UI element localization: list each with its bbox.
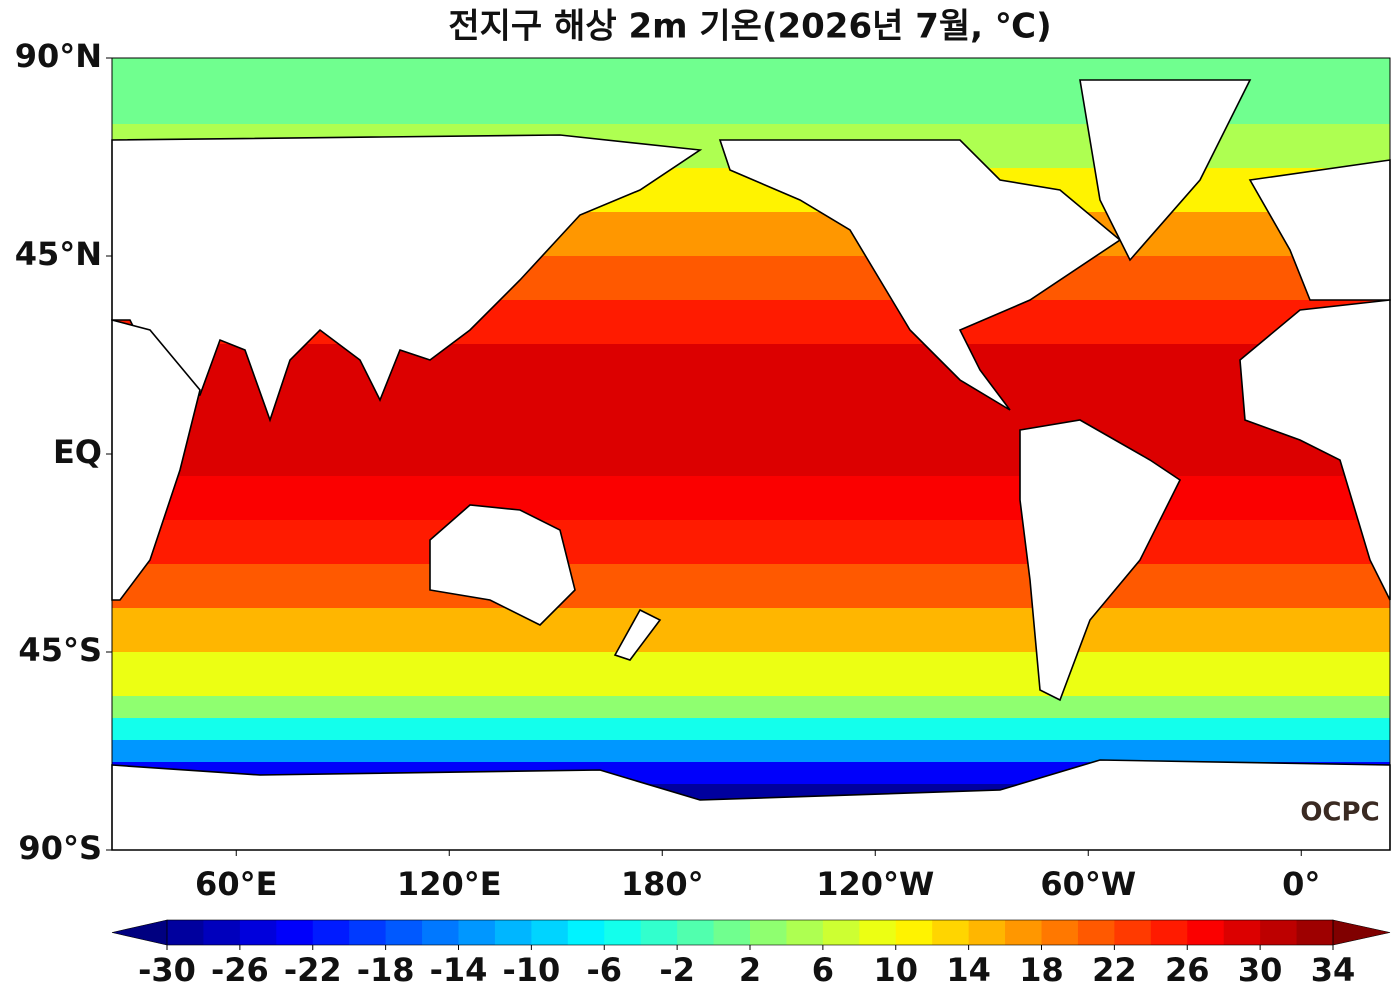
- colorbar-segment: [895, 920, 933, 945]
- colorbar-segment: [385, 920, 423, 945]
- colorbar-segment: [276, 920, 314, 945]
- colorbar-tick-label: 14: [946, 951, 991, 989]
- colorbar-segment: [1187, 920, 1225, 945]
- temperature-band: [112, 740, 1390, 763]
- x-tick-label: 0°: [1282, 865, 1320, 903]
- colorbar-tick-label: -14: [430, 951, 488, 989]
- temperature-band: [112, 476, 1390, 521]
- y-tick-label: 90°N: [15, 37, 102, 75]
- colorbar-tick-label: -10: [502, 951, 560, 989]
- colorbar-segment: [822, 920, 860, 945]
- colorbar-segment: [167, 920, 204, 945]
- colorbar-segment: [786, 920, 824, 945]
- colorbar-segment: [968, 920, 1006, 945]
- colorbar-segment: [640, 920, 678, 945]
- colorbar-segment: [1077, 920, 1115, 945]
- colorbar-segment: [859, 920, 897, 945]
- colorbar-tick-label: -22: [284, 951, 342, 989]
- x-tick-label: 60°E: [195, 865, 277, 903]
- colorbar-segment: [1150, 920, 1188, 945]
- x-tick-label: 120°E: [397, 865, 502, 903]
- y-tick-label: 45°S: [18, 631, 102, 669]
- colorbar-tick-label: 26: [1165, 951, 1210, 989]
- x-tick-label: 60°W: [1040, 865, 1136, 903]
- colorbar-segment: [203, 920, 241, 945]
- colorbar-segment: [932, 920, 970, 945]
- australia: [429, 504, 576, 626]
- colorbar-segment: [567, 920, 605, 945]
- north-america: [718, 139, 1122, 411]
- colorbar-tick-label: -18: [357, 951, 415, 989]
- africa-west: [1239, 299, 1391, 601]
- x-tick-label: 120°W: [816, 865, 934, 903]
- colorbar-tick-label: 22: [1092, 951, 1137, 989]
- greenland: [1079, 79, 1252, 262]
- colorbar-tick-label: 10: [873, 951, 918, 989]
- colorbar-segment: [1041, 920, 1079, 945]
- land: [111, 79, 1391, 851]
- map-title: 전지구 해상 2m 기온(2026년 7월, ℃): [448, 7, 1051, 47]
- colorbar-tick-label: 34: [1311, 951, 1356, 989]
- colorbar-segment: [1223, 920, 1261, 945]
- colorbar-segment: [1296, 920, 1334, 945]
- colorbar-tick-label: 18: [1019, 951, 1064, 989]
- europe: [1248, 159, 1391, 301]
- y-tick-label: 45°N: [15, 235, 102, 273]
- logo: OCPC: [1300, 798, 1379, 828]
- colorbar-segment: [677, 920, 715, 945]
- colorbar-tick-label: -6: [586, 951, 622, 989]
- temperature-band: [112, 718, 1390, 741]
- colorbar-tick-label: 30: [1238, 951, 1283, 989]
- colorbar-segment: [1005, 920, 1042, 945]
- colorbar-extend-max: [1332, 919, 1391, 946]
- colorbar-segment: [750, 920, 787, 945]
- temperature-band: [112, 564, 1390, 609]
- colorbar-tick-label: 6: [812, 951, 834, 989]
- colorbar-segment: [422, 920, 459, 945]
- africa-east: [111, 318, 201, 601]
- south-america: [1019, 419, 1182, 702]
- colorbar-segment: [713, 920, 751, 945]
- colorbar-segment: [312, 920, 350, 945]
- colorbar-segment: [239, 920, 277, 945]
- temperature-band: [112, 608, 1390, 653]
- colorbar-segment: [531, 920, 569, 945]
- colorbar-segment: [458, 920, 496, 945]
- temperature-band: [112, 344, 1390, 389]
- temperature-band: [112, 520, 1390, 565]
- colorbar-tick-label: -2: [659, 951, 695, 989]
- colorbar-segment: [604, 920, 642, 945]
- temperature-band: [112, 432, 1390, 477]
- colorbar-tick-label: -30: [138, 951, 196, 989]
- x-tick-label: 180°: [621, 865, 704, 903]
- temperature-band: [112, 696, 1390, 719]
- colorbar-tick-label: 2: [739, 951, 761, 989]
- temperature-band: [112, 388, 1390, 433]
- colorbar-segment: [494, 920, 532, 945]
- colorbar-tick-label: -26: [211, 951, 269, 989]
- colorbar-segment: [1260, 920, 1298, 945]
- temperature-band: [112, 652, 1390, 697]
- colorbar-segment: [1114, 920, 1152, 945]
- new-zealand: [613, 608, 662, 661]
- y-tick-label: EQ: [53, 433, 102, 471]
- y-tick-label: 90°S: [18, 829, 102, 867]
- colorbar-segment: [349, 920, 387, 945]
- colorbar-extend-min: [111, 919, 168, 946]
